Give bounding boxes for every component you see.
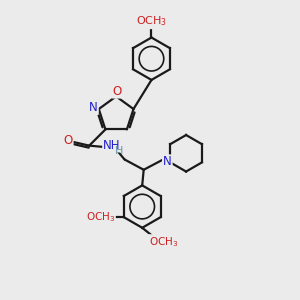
Text: H: H [115,146,123,156]
Text: N: N [163,155,172,168]
Text: N: N [89,101,98,114]
Text: O: O [112,85,122,98]
Text: OCH$_3$: OCH$_3$ [85,210,115,224]
Text: OCH$_3$: OCH$_3$ [149,235,178,249]
Text: O: O [63,134,73,147]
Text: NH: NH [103,139,121,152]
Text: OCH$_3$: OCH$_3$ [136,14,167,28]
